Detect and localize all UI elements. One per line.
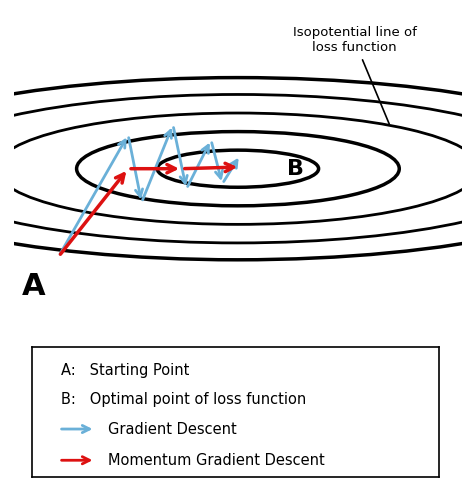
Text: Isopotential line of
loss function: Isopotential line of loss function — [292, 27, 416, 124]
Text: B: B — [287, 159, 304, 179]
Text: Gradient Descent: Gradient Descent — [108, 422, 236, 437]
Text: Momentum Gradient Descent: Momentum Gradient Descent — [108, 453, 324, 468]
Text: B:   Optimal point of loss function: B: Optimal point of loss function — [61, 391, 306, 407]
Text: A: A — [22, 272, 46, 301]
Text: A:   Starting Point: A: Starting Point — [61, 363, 189, 378]
